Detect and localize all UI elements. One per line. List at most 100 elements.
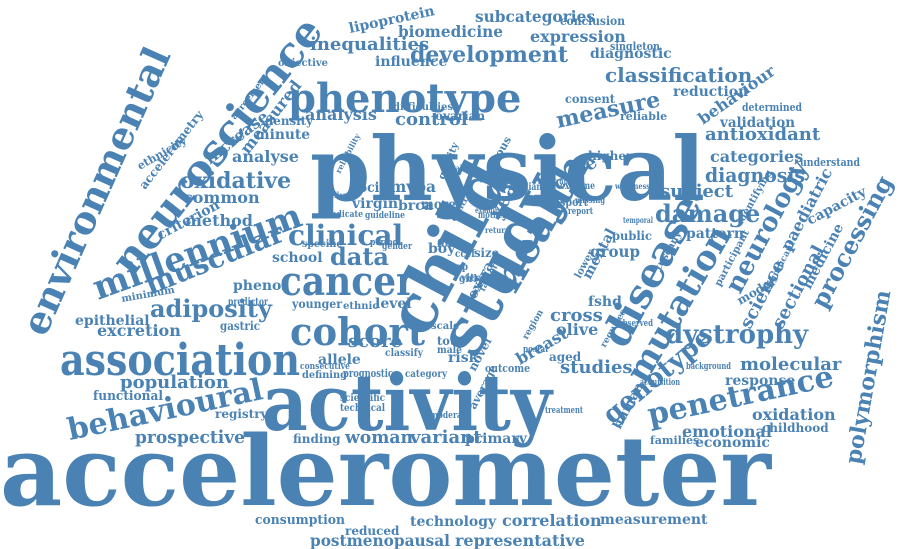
word-consecutive: consecutive xyxy=(300,362,350,372)
word-gastric: gastric xyxy=(220,319,260,333)
word-studies: studies xyxy=(560,357,633,378)
word-social: social xyxy=(352,180,392,196)
word-technology: technology xyxy=(410,514,497,530)
word-diagnosis: diagnosis xyxy=(705,163,805,187)
word-outcome: outcome xyxy=(485,362,530,375)
word-activity: activity xyxy=(262,358,554,449)
word-damage: damage xyxy=(655,199,760,228)
word-male: male xyxy=(437,345,462,356)
word-specific: specific xyxy=(302,239,342,250)
word-ovarian: ovarian xyxy=(435,109,485,123)
word-singleton: singleton xyxy=(610,40,660,53)
word-allele: allele xyxy=(318,352,361,368)
word-reduced: reduced xyxy=(345,524,400,538)
word-mvpa: mvpa xyxy=(390,177,436,196)
word-indicate: indicate xyxy=(328,210,363,220)
word-finding: finding xyxy=(293,432,341,446)
word-measurement: measurement xyxy=(600,512,708,528)
word-gender: gender xyxy=(382,242,412,252)
word-brca: brca xyxy=(398,198,433,214)
word-physical: physical xyxy=(310,117,705,221)
word-report: report xyxy=(568,207,594,217)
word-moderate: moderate xyxy=(430,411,470,421)
word-categories: categories xyxy=(710,147,803,166)
word-count: count xyxy=(512,238,538,248)
word-development: development xyxy=(410,42,569,68)
word-defining: defining xyxy=(302,370,347,381)
word-common: common xyxy=(183,188,260,207)
word-public: public xyxy=(612,229,652,243)
word-size: size xyxy=(474,246,499,260)
word-difficulties: difficulties xyxy=(393,102,453,113)
word-virgin: virgin xyxy=(351,196,398,212)
word-epithelial: epithelial xyxy=(75,313,150,329)
word-temporal: temporal xyxy=(623,215,653,225)
word-childhood: childhood xyxy=(762,421,829,435)
word-spectrum: spectrum xyxy=(538,176,570,186)
word-density: density xyxy=(265,114,314,128)
word-ccef: ccef xyxy=(455,249,476,260)
word-mother: mother xyxy=(478,211,506,221)
word-dystrophy: dystrophy xyxy=(665,320,809,350)
word-more: more xyxy=(421,197,456,213)
word-higher: higher xyxy=(588,149,633,163)
word-missing: missing xyxy=(575,195,605,205)
word-analysis: analysis xyxy=(305,105,377,124)
word-predictor: predictor xyxy=(228,297,269,308)
word-school: school xyxy=(272,250,323,266)
word-aged: aged xyxy=(549,350,582,364)
word-control: control xyxy=(395,109,468,130)
word-prognostic: prognostic xyxy=(343,367,393,380)
word-prospective: prospective xyxy=(135,427,245,448)
word-representative: representative xyxy=(455,531,585,549)
word-cancer: cancer xyxy=(280,258,416,305)
word-scientific: scientific xyxy=(340,393,385,404)
word-accelerometer: accelerometer xyxy=(0,415,772,528)
word-functional: functional xyxy=(93,389,163,404)
word-phenotype: phenotype xyxy=(288,75,521,122)
word-families: families xyxy=(650,434,699,447)
word-postal: postal xyxy=(523,345,548,355)
word-diagnostic: diagnostic xyxy=(590,46,672,62)
word-level: level xyxy=(375,296,412,312)
word-antioxidant: antioxidant xyxy=(705,124,821,145)
word-period: period xyxy=(370,238,399,248)
word-cohort: cohort xyxy=(290,309,425,354)
word-acquisition: acquisition xyxy=(640,378,680,388)
word-expression: expression xyxy=(530,27,626,46)
word-biomedicine: biomedicine xyxy=(398,22,503,41)
word-subject: subject xyxy=(660,181,734,202)
word-molecular: molecular xyxy=(740,354,842,375)
word-guideline: guideline xyxy=(365,211,405,221)
word-inequalities: inequalities xyxy=(310,34,429,55)
word-oxidative: oxidative xyxy=(180,168,291,194)
word-clinical: clinical xyxy=(288,219,403,252)
word-treatment: treatment xyxy=(545,406,584,416)
word-girl: girl xyxy=(459,274,477,285)
word-observed: observed xyxy=(618,319,654,329)
word-fshd: fshd xyxy=(588,294,622,310)
word-adiposity: adiposity xyxy=(150,294,273,323)
word-group: group xyxy=(590,242,640,261)
word-objective: objective xyxy=(278,58,328,69)
word-oxidation: oxidation xyxy=(752,405,836,424)
word-ethnic: ethnic xyxy=(343,301,378,312)
word-sport: sport xyxy=(560,195,588,209)
word-association: association xyxy=(60,335,300,386)
word-median: median xyxy=(510,182,543,193)
word-subcategories: subcategories xyxy=(475,7,595,26)
word-data: data xyxy=(330,242,389,271)
word-reliable: reliable xyxy=(620,110,667,123)
word-classification: classification xyxy=(605,63,753,87)
word-determined: determined xyxy=(742,101,802,114)
word-weakness: weakness xyxy=(614,181,650,191)
word-woman: woman xyxy=(344,427,413,448)
word-analyse: analyse xyxy=(232,147,299,166)
word-younger: younger xyxy=(291,297,343,311)
word-vitro: vitro xyxy=(460,273,486,284)
word-variant: variant xyxy=(409,427,482,448)
word-score: score xyxy=(348,331,402,352)
word-excellent: excellent xyxy=(320,190,350,200)
